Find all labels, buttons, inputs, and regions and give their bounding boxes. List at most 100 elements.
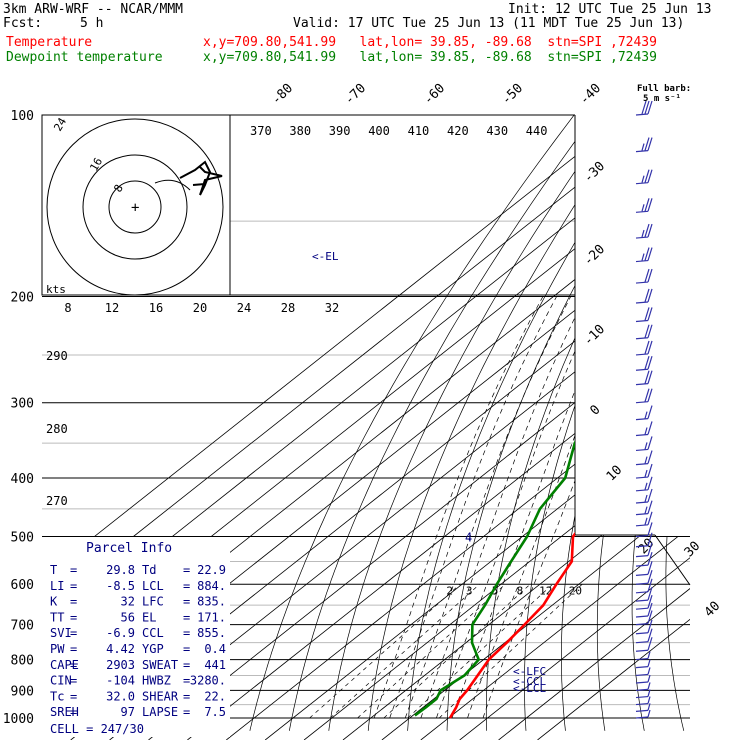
wind-barb — [635, 667, 651, 677]
mixing-ratio-label: 2 — [446, 585, 453, 598]
parcel-value: 97 — [121, 705, 135, 719]
temperature-line — [448, 115, 690, 719]
mixing-ratio-line — [383, 583, 531, 719]
parcel-equals: = — [183, 626, 190, 640]
wind-barb — [635, 709, 651, 719]
moist-adiabat — [482, 296, 648, 719]
hodograph-ring-label: 24 — [51, 115, 69, 133]
dry-adiabat — [524, 115, 690, 731]
frame-diagonal — [654, 534, 691, 586]
parcel-title: Parcel Info — [86, 541, 172, 556]
barb-legend-title: Full barb: — [637, 84, 692, 94]
parcel-value: 32.0 — [106, 689, 135, 703]
profile-series — [414, 115, 690, 719]
parcel-value: 3280. — [190, 674, 226, 688]
pressure-label: 100 — [11, 109, 34, 124]
parcel-key: LCL — [142, 579, 164, 593]
hodograph-frame — [41, 114, 231, 296]
parcel-equals: = — [183, 579, 190, 593]
parcel-value: 441 — [204, 658, 226, 672]
parcel-value: 884. — [197, 579, 226, 593]
parcel-key: SWEAT — [142, 658, 178, 672]
temperature-label: Temperature — [6, 35, 93, 50]
parcel-value: 29.8 — [106, 563, 135, 577]
isotherm-label: 10 — [604, 463, 626, 485]
pressure-label: 700 — [11, 619, 34, 634]
mixing-ratio-line — [407, 583, 553, 719]
moist-adiabat — [420, 296, 586, 719]
isotherm-label: -70 — [342, 81, 369, 108]
mixing-ratio-label: 8 — [517, 585, 524, 598]
mixing-ratio-line — [357, 583, 506, 719]
forecast-hour: 5 h — [80, 16, 104, 31]
isotherm-label: -80 — [269, 81, 296, 108]
hodograph-speed-label: 20 — [193, 301, 207, 315]
pressure-label: 200 — [11, 291, 34, 306]
wind-barb — [635, 542, 653, 558]
isotherm-label: 0 — [587, 402, 603, 418]
parcel-key: CCL — [142, 626, 164, 640]
isotherm-label: -40 — [577, 81, 604, 108]
moist-adiabat — [436, 296, 601, 719]
hodograph-speed-label: 8 — [64, 301, 71, 315]
parcel-value: 171. — [197, 610, 226, 624]
theta-label: 280 — [46, 422, 68, 436]
wind-barb — [635, 198, 653, 213]
wind-barb — [635, 586, 653, 602]
model-title: 3km ARW-WRF -- NCAR/MMM — [3, 2, 184, 17]
wind-barb — [635, 288, 653, 304]
init-time: Init: 12 UTC Tue 25 Jun 13 — [508, 2, 712, 17]
dry-adiabat — [631, 115, 690, 731]
parcel-value: -104 — [106, 674, 135, 688]
wind-barb — [635, 268, 653, 284]
wind-barb — [635, 100, 653, 116]
wind-barb — [635, 356, 653, 371]
parcel-key: CAPE — [50, 658, 79, 672]
parcel-equals: = — [70, 705, 77, 719]
dewpoint-location: x,y=709.80,541.99 lat,lon= 39.85, -89.68… — [203, 50, 657, 65]
hodograph-speed-label: 24 — [237, 301, 251, 315]
wind-barb — [635, 532, 653, 548]
pressure-label: 800 — [11, 654, 34, 669]
parcel-equals: = — [183, 610, 190, 624]
parcel-equals: = — [183, 563, 190, 577]
parcel-key: PW — [50, 642, 65, 656]
moist-adiabat — [373, 296, 544, 719]
moist-adiabat — [389, 296, 557, 719]
parcel-equals: = — [70, 610, 77, 624]
dry-adiabat — [699, 115, 740, 731]
parcel-key: CIN — [50, 674, 72, 688]
mixing-ratio-label: 20 — [569, 585, 582, 598]
parcel-equals: = — [70, 674, 77, 688]
wind-barb — [635, 137, 653, 153]
isotherm-line — [498, 115, 690, 740]
parcel-value: 4.42 — [106, 642, 135, 656]
moist-adiabat — [451, 296, 617, 719]
wind-barb — [635, 476, 653, 492]
isotherm-label: 40 — [702, 599, 724, 621]
theta-label: 420 — [447, 124, 469, 138]
parcel-key: K — [50, 595, 58, 609]
dewpoint-label: Dewpoint temperature — [6, 50, 163, 65]
parcel-value: 0.4 — [204, 642, 226, 656]
parcel-key: YGP — [142, 642, 164, 656]
parcel-value: 2903 — [106, 658, 135, 672]
theta-label: 380 — [289, 124, 311, 138]
parcel-equals: = — [183, 674, 190, 688]
wind-barb — [635, 500, 653, 516]
wind-barb — [635, 405, 653, 421]
hodograph-speed-label: 28 — [281, 301, 295, 315]
parcel-box-bg — [42, 537, 230, 737]
wind-barb — [635, 421, 653, 437]
wind-barb — [635, 307, 653, 323]
wind-barb — [635, 610, 653, 626]
dry-adiabat — [665, 115, 690, 731]
isotherm-line — [303, 115, 690, 740]
parcel-key: SREH — [50, 705, 79, 719]
parcel-equals: = — [70, 642, 77, 656]
parcel-key: TT — [50, 610, 64, 624]
pressure-label: 1000 — [3, 712, 34, 727]
pressure-label: 600 — [11, 578, 34, 593]
isotherm-label: -60 — [421, 81, 448, 108]
